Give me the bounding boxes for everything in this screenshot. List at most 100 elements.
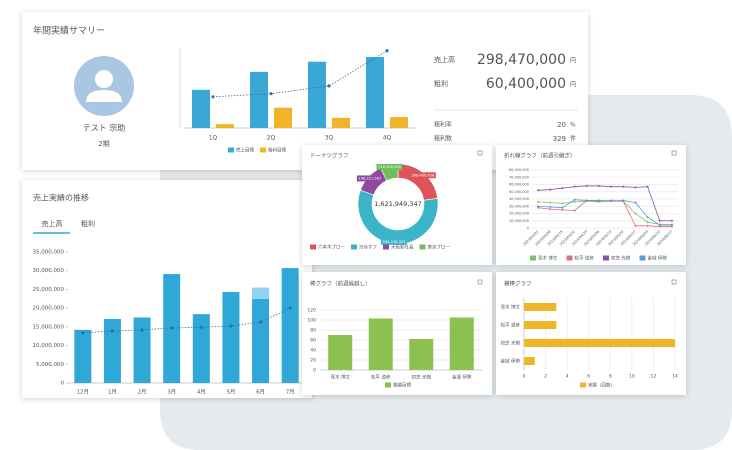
trend-point [288,306,292,310]
stat-label: 売上高 [434,55,455,64]
y-tick-label: 30,000,000 [509,204,529,208]
series-point [561,206,564,209]
chart-title: ドーナツグラフ [310,152,349,160]
bar [192,89,210,128]
x-tick-label: 松平 道彦 [371,374,391,381]
series-point [573,209,576,212]
series-point [646,221,649,224]
y-tick-label: 金城 伊勢 [501,358,521,365]
legend-label: 青木 博文 [538,255,558,262]
legend-swatch [639,255,646,261]
avatar-head [95,70,113,88]
y-tick-label: 5,000,000 [36,362,64,368]
summary-title: 年間実績サマリー [33,25,105,37]
series-point [549,205,552,208]
bar [524,303,557,311]
x-tick-label: 4月 [197,389,206,396]
trend-point [385,49,389,53]
y-tick-label: 初芝 光樹 [501,340,521,347]
series-point [658,224,661,227]
series-point [610,200,613,203]
y-tick-label: 80,000,000 [509,168,529,172]
legend-label: 松平 道彦 [575,255,595,262]
series-point [549,188,552,191]
series-point [561,208,564,211]
stat-unit: 件 [570,135,576,143]
y-tick-label: 50,000,000 [509,190,529,194]
bar [449,317,474,370]
bar [103,318,121,383]
tab[interactable]: 売上高 [42,219,63,228]
series-line [538,199,672,226]
y-tick-label: 15,000,000 [33,324,65,330]
value-label: 116,000,000 [378,165,402,169]
legend-swatch [530,255,536,261]
legend-swatch [383,244,389,250]
legend-swatch [228,147,234,153]
trend-point [81,331,85,335]
main-cards: 年間実績サマリー テスト 宗助 2期 売上高 298,470,000 円 粗利 … [22,12,588,398]
y-tick-label: 0 [313,368,316,374]
value-label-bg [409,172,436,179]
bar [390,117,408,128]
bar [274,107,292,128]
series-point [670,224,673,227]
expand-icon[interactable] [671,279,677,285]
x-tick-label: 8 [609,374,612,380]
series-point [585,199,588,202]
series-point [573,185,576,188]
y-tick-label: 30,000,000 [33,268,65,274]
bar [133,317,151,383]
value-label-bg [381,238,408,245]
expand-icon[interactable] [477,279,483,285]
bar [332,117,350,128]
x-tick-label: 6月 [256,389,265,396]
chart-title: 棒グラフ（前週繰越し） [310,280,371,288]
x-tick-label: 5月 [226,389,235,396]
series-line [538,185,672,222]
series-point [658,219,661,222]
series-point [597,199,600,202]
tab[interactable]: 粗利 [81,219,95,228]
x-tick-label: 4Q [383,135,392,142]
legend-swatch [580,382,586,388]
y-tick-label: 25,000,000 [33,287,65,293]
chart-cards: ドーナツグラフ 368,409,458 939,218,322 198,321,567… [302,145,686,395]
stat-value: 20 [557,121,566,129]
x-tick-label: 2Q [267,135,276,142]
y-tick-label: 80 [310,328,316,334]
x-tick-label: 0 [523,374,526,380]
series-point [537,205,540,208]
y-tick-label: 100 [307,318,316,324]
trend-point [258,320,263,324]
user-name: テスト 宗助 [83,123,126,133]
bar [74,329,92,383]
legend-label: 渋谷オフ [359,244,377,251]
bar [250,71,268,128]
user-term: 2期 [98,140,109,148]
series-point [610,185,613,188]
series-line [538,200,672,225]
bar [222,292,240,383]
x-tick-label: 2 [544,374,547,380]
x-tick-label: 10 [629,374,635,380]
x-tick-label: 青木 博文 [331,374,351,381]
series-point [658,225,661,228]
expand-icon[interactable] [477,150,483,156]
expand-icon[interactable] [671,150,677,156]
trend-point [170,326,174,330]
x-tick-label: 12 [651,374,657,380]
legend-label: 六本木ブロー [318,244,345,251]
hbar-card [496,272,686,395]
series-point [634,186,637,189]
x-tick-label: 6 [587,374,590,380]
stat-value: 60,400,000 [486,76,566,92]
series-point [634,212,637,215]
series-point [561,187,564,190]
series-point [573,200,576,203]
bar [368,318,393,370]
legend-swatch [351,244,357,250]
trend-title: 売上実績の推移 [33,193,89,203]
chart-title: 横棒グラフ [504,280,532,288]
